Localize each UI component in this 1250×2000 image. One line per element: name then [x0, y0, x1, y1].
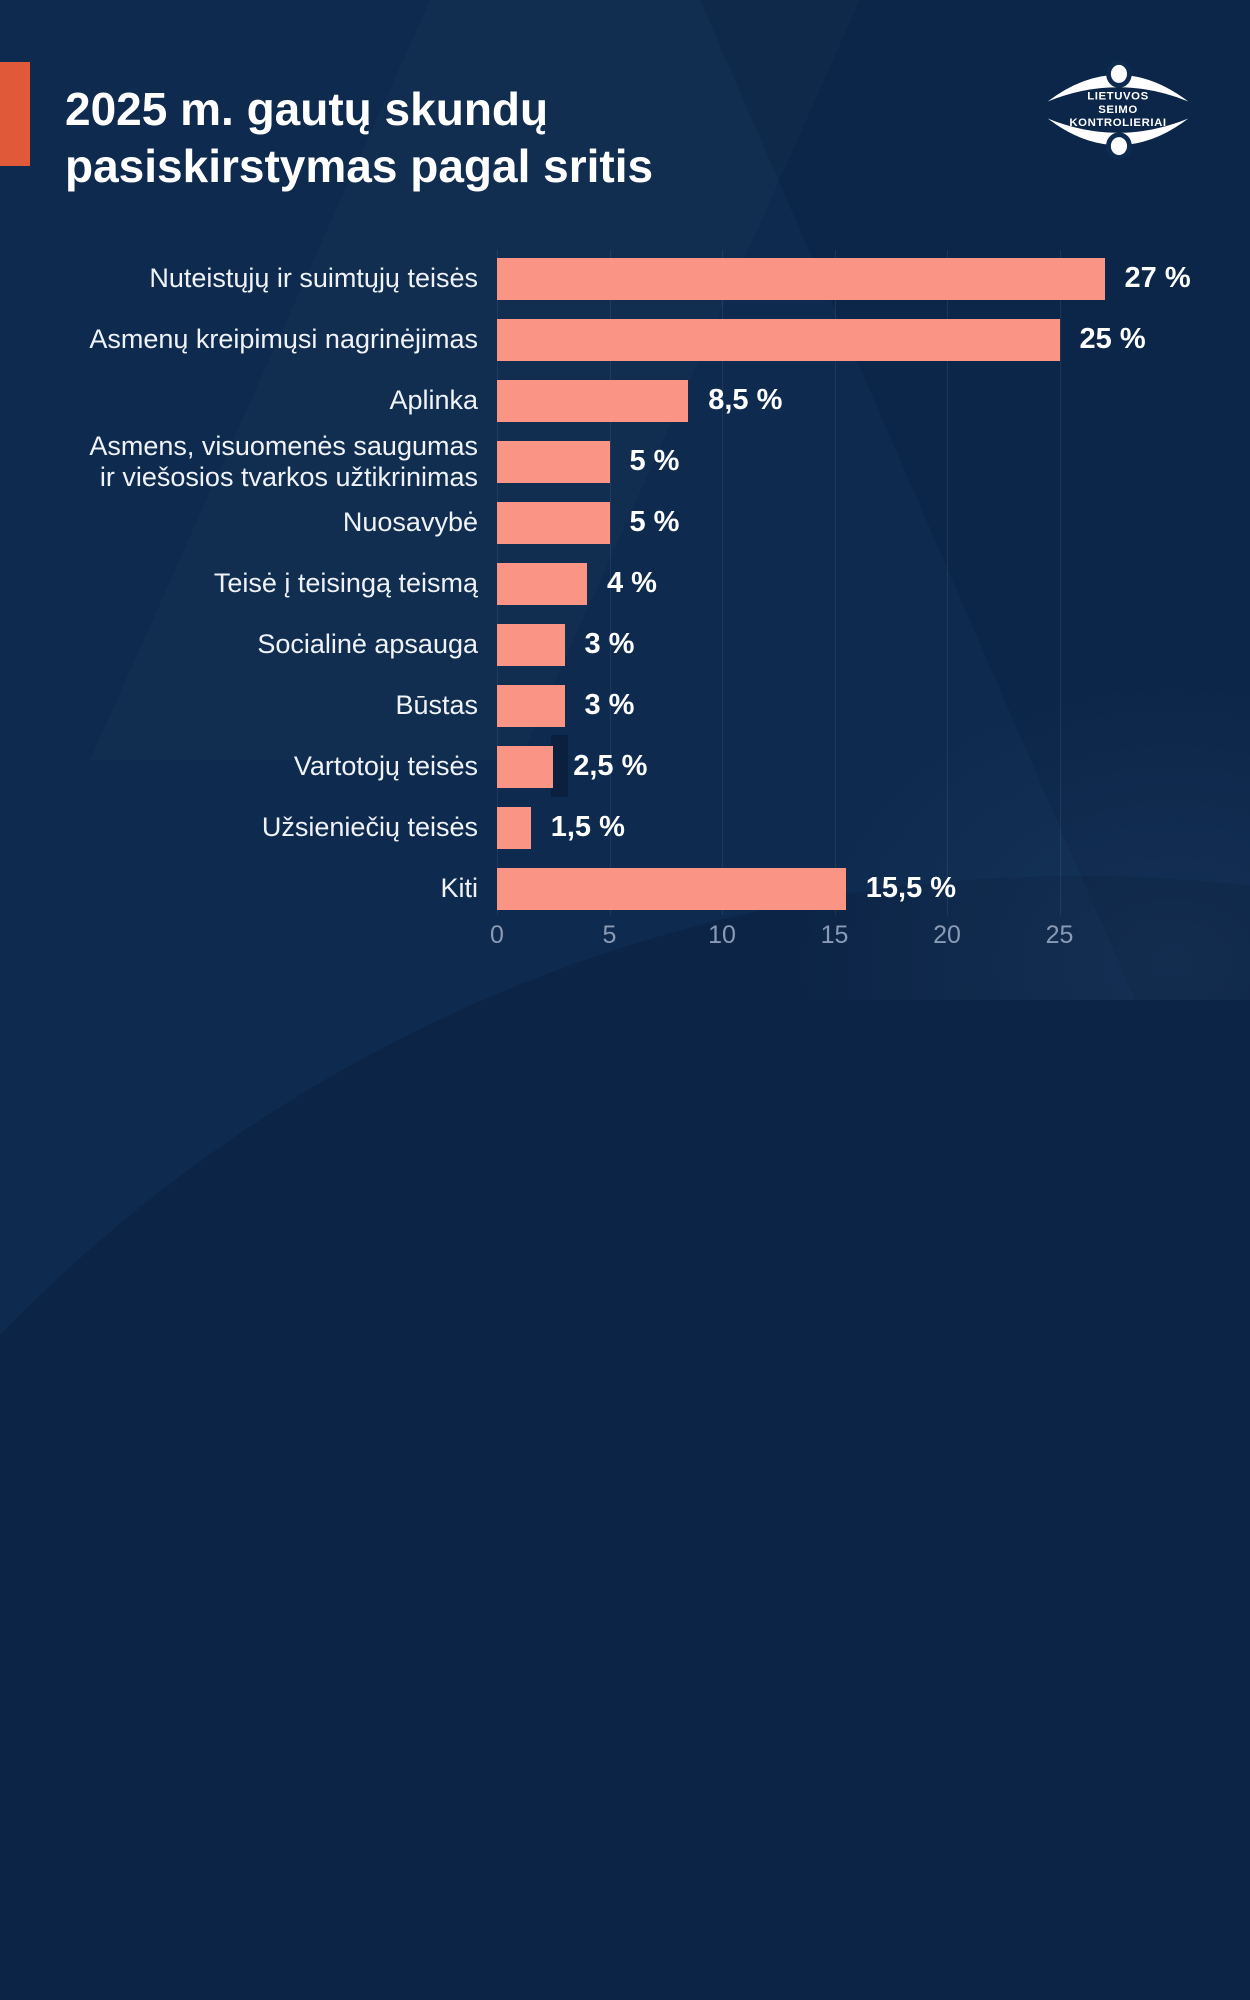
- bar: [497, 745, 554, 788]
- bar-zone: 1,5 %: [497, 806, 1250, 849]
- category-label: Vartotojų teisės: [293, 751, 478, 781]
- bar: [497, 806, 531, 849]
- x-axis-tick-label: 5: [602, 921, 617, 949]
- category-label: Būstas: [395, 690, 478, 720]
- value-label: 15,5 %: [865, 872, 957, 904]
- gridline: [722, 250, 723, 915]
- bar-zone: 15,5 %: [497, 867, 1250, 910]
- x-axis-tick-label: 15: [820, 921, 849, 949]
- gridline: [1059, 250, 1061, 915]
- bar-zone: 3 %: [497, 623, 1250, 666]
- bar-zone: 4 %: [497, 562, 1250, 605]
- eye-top-lid-icon: [1047, 74, 1189, 102]
- category-label: Kiti: [440, 873, 478, 903]
- value-label: 25 %: [1079, 323, 1146, 355]
- category-label: Nuosavybė: [342, 507, 478, 537]
- chart-row: Vartotojų teisės 2,5 %: [0, 736, 1250, 797]
- category-label: Aplinka: [389, 385, 478, 415]
- gridline: [834, 250, 836, 915]
- logo-text-line-3: KONTROLIERIAI: [1069, 117, 1166, 129]
- title-line-2: pasiskirstymas pagal sritis: [65, 139, 654, 192]
- value-label: 3 %: [584, 689, 635, 721]
- chart-row: Užsieniečių teisės 1,5 %: [0, 797, 1250, 858]
- bar: [497, 501, 610, 544]
- bar: [497, 379, 689, 422]
- page-title: 2025 m. gautų skundų pasiskirstymas paga…: [65, 81, 785, 195]
- title-line-1: 2025 m. gautų skundų: [65, 82, 549, 135]
- bar-zone: 3 %: [497, 684, 1250, 727]
- value-label: 5 %: [629, 445, 680, 477]
- x-axis-tick-label: 10: [708, 921, 736, 949]
- bar-zone: 2,5 %: [497, 745, 1250, 788]
- bar-zone: 8,5 %: [497, 379, 1250, 422]
- bar: [497, 684, 565, 727]
- category-label: Asmens, visuomenės saugumas ir viešosios…: [89, 430, 478, 492]
- x-axis: 0 5 10 15 20 25: [490, 921, 1157, 953]
- x-axis-tick-label: 25: [1045, 921, 1074, 949]
- logo-text-line-1: LIETUVOS: [1087, 91, 1149, 103]
- bar: [497, 318, 1060, 361]
- bar-zone: 27 %: [497, 257, 1250, 300]
- chart-row: Asmenų kreipimųsi nagrinėjimas 25 %: [0, 309, 1250, 370]
- bar-chart: Nuteistųjų ir suimtųjų teisės 27 % Asmen…: [0, 248, 1250, 919]
- bar: [497, 440, 610, 483]
- bar-zone: 25 %: [497, 318, 1250, 361]
- logo-text-line-2: SEIMO: [1098, 104, 1138, 116]
- value-label: 1,5 %: [550, 811, 625, 843]
- category-label: Socialinė apsauga: [257, 629, 478, 659]
- bar: [497, 257, 1105, 300]
- chart-row: Būstas 3 %: [0, 675, 1250, 736]
- chart-row: Teisė į teisingą teismą 4 %: [0, 553, 1250, 614]
- eye-top-pupil-icon: [1106, 60, 1132, 88]
- accent-red-bar: [0, 62, 30, 166]
- category-label: Užsieniečių teisės: [261, 812, 478, 842]
- bar: [497, 562, 587, 605]
- x-axis-tick-label: 0: [490, 921, 504, 949]
- value-label: 27 %: [1124, 262, 1191, 294]
- chart-row: Asmens, visuomenės saugumas ir viešosios…: [0, 431, 1250, 492]
- value-label: 4 %: [607, 567, 657, 599]
- value-label: 2,5 %: [573, 750, 648, 782]
- chart-row: Socialinė apsauga 3 %: [0, 614, 1250, 675]
- bar-zone: 5 %: [497, 440, 1250, 483]
- bar-zone: 5 %: [497, 501, 1250, 544]
- chart-row: Nuosavybė 5 %: [0, 492, 1250, 553]
- gridline: [609, 250, 611, 915]
- value-label: 3 %: [584, 628, 635, 660]
- seimo-kontrolieriai-logo: LIETUVOS SEIMO KONTROLIERIAI: [1047, 60, 1189, 160]
- eye-bottom-lid-icon: [1047, 118, 1189, 146]
- category-label: Nuteistųjų ir suimtųjų teisės: [149, 263, 478, 293]
- chart-row: Kiti 15,5 %: [0, 858, 1250, 919]
- gridline: [947, 250, 948, 915]
- background-swoosh-bottom-left: [0, 876, 1250, 2000]
- eye-bottom-pupil-icon: [1106, 132, 1132, 160]
- bar: [497, 623, 565, 666]
- value-label: 8,5 %: [708, 384, 783, 416]
- category-label: Asmenų kreipimųsi nagrinėjimas: [89, 324, 478, 354]
- x-axis-tick-label: 20: [933, 921, 961, 949]
- chart-row: Aplinka 8,5 %: [0, 370, 1250, 431]
- value-label: 5 %: [629, 506, 680, 538]
- bar: [497, 867, 846, 910]
- chart-row: Nuteistųjų ir suimtųjų teisės 27 %: [0, 248, 1250, 309]
- category-label: Teisė į teisingą teismą: [213, 568, 478, 598]
